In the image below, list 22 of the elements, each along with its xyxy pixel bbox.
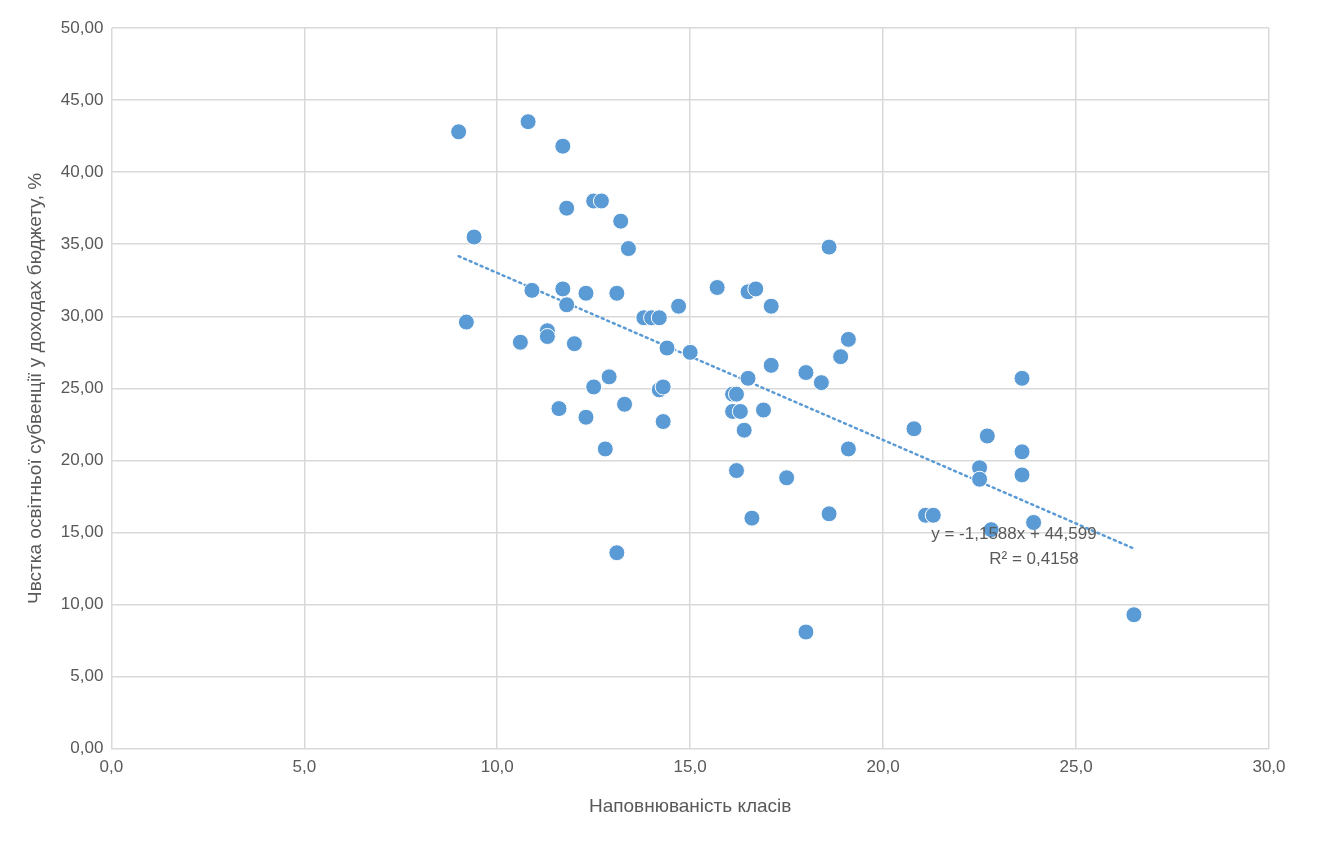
x-tick-label: 15,0 [673,756,707,776]
x-axis-title: Наповнюваність класів [588,794,792,816]
x-tick-label: 20,0 [866,756,900,776]
y-tick-label: 35,00 [60,233,104,253]
y-tick-label: 5,00 [70,666,104,686]
y-tick-label: 25,00 [60,378,104,398]
x-tick-label: 5,0 [292,756,317,776]
y-tick-label: 15,00 [60,522,104,542]
x-tick-label: 30,0 [1252,756,1286,776]
x-tick-label: 0,0 [99,756,124,776]
y-tick-label: 30,00 [60,306,104,326]
x-tick-label: 25,0 [1059,756,1093,776]
y-tick-label: 10,00 [60,594,104,614]
annotation: R² = 0,4158 [989,548,1079,568]
y-tick-label: 50,00 [60,17,104,37]
annotation: y = -1,1588x + 44,599 [931,523,1097,543]
x-tick-label: 10,0 [480,756,514,776]
y-tick-label: 0,00 [70,738,104,758]
y-axis-title: Чвстка освітньої субвенції у доходах бюджету, % [23,172,45,604]
y-tick-label: 20,00 [60,450,104,470]
y-tick-label: 40,00 [60,161,104,181]
y-tick-label: 45,00 [60,89,104,109]
